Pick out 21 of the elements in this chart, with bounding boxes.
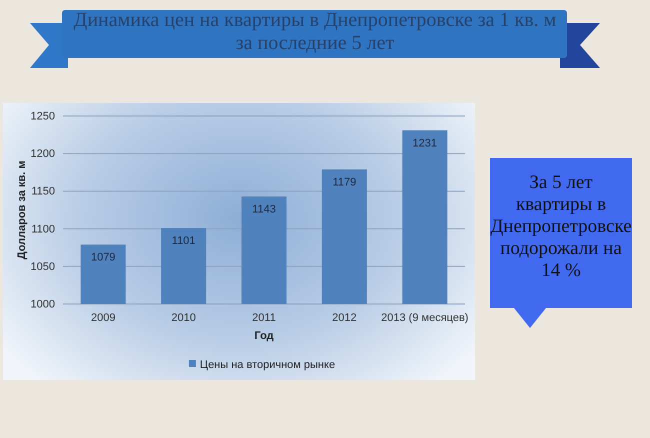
data-label: 1179 <box>332 176 356 188</box>
y-tick-label: 1000 <box>30 298 55 311</box>
x-tick-label: 2009 <box>90 312 116 324</box>
y-tick-label: 1200 <box>30 148 55 160</box>
chart-title: Динамика цен на квартиры в Днепропетровске за 1 кв. м за последние 5 лет <box>72 9 558 55</box>
x-tick-label: 2010 <box>171 312 196 324</box>
text: За 5 лет квартиры в Днепропетровске подорожали на 14 % <box>490 172 632 282</box>
x-tick-label: 2011 <box>252 312 276 324</box>
data-label: 1101 <box>172 235 196 248</box>
x-axis-title: Год <box>254 330 274 342</box>
y-tick-label: 1250 <box>30 110 55 123</box>
data-label: 1231 <box>412 137 438 150</box>
x-tick-label: 2013 (9 месяцев) <box>381 312 468 324</box>
data-label: 1079 <box>90 252 116 264</box>
x-tick-label: 2012 <box>332 312 357 324</box>
y-tick-label: 1100 <box>31 223 55 236</box>
legend-label: Цены на вторичном рынке <box>200 359 336 371</box>
y-tick-label: 1150 <box>31 186 55 198</box>
y-axis-title: Долларов за кв. м <box>16 160 28 260</box>
data-label: 1143 <box>252 203 276 216</box>
y-tick-label: 1050 <box>30 260 55 273</box>
